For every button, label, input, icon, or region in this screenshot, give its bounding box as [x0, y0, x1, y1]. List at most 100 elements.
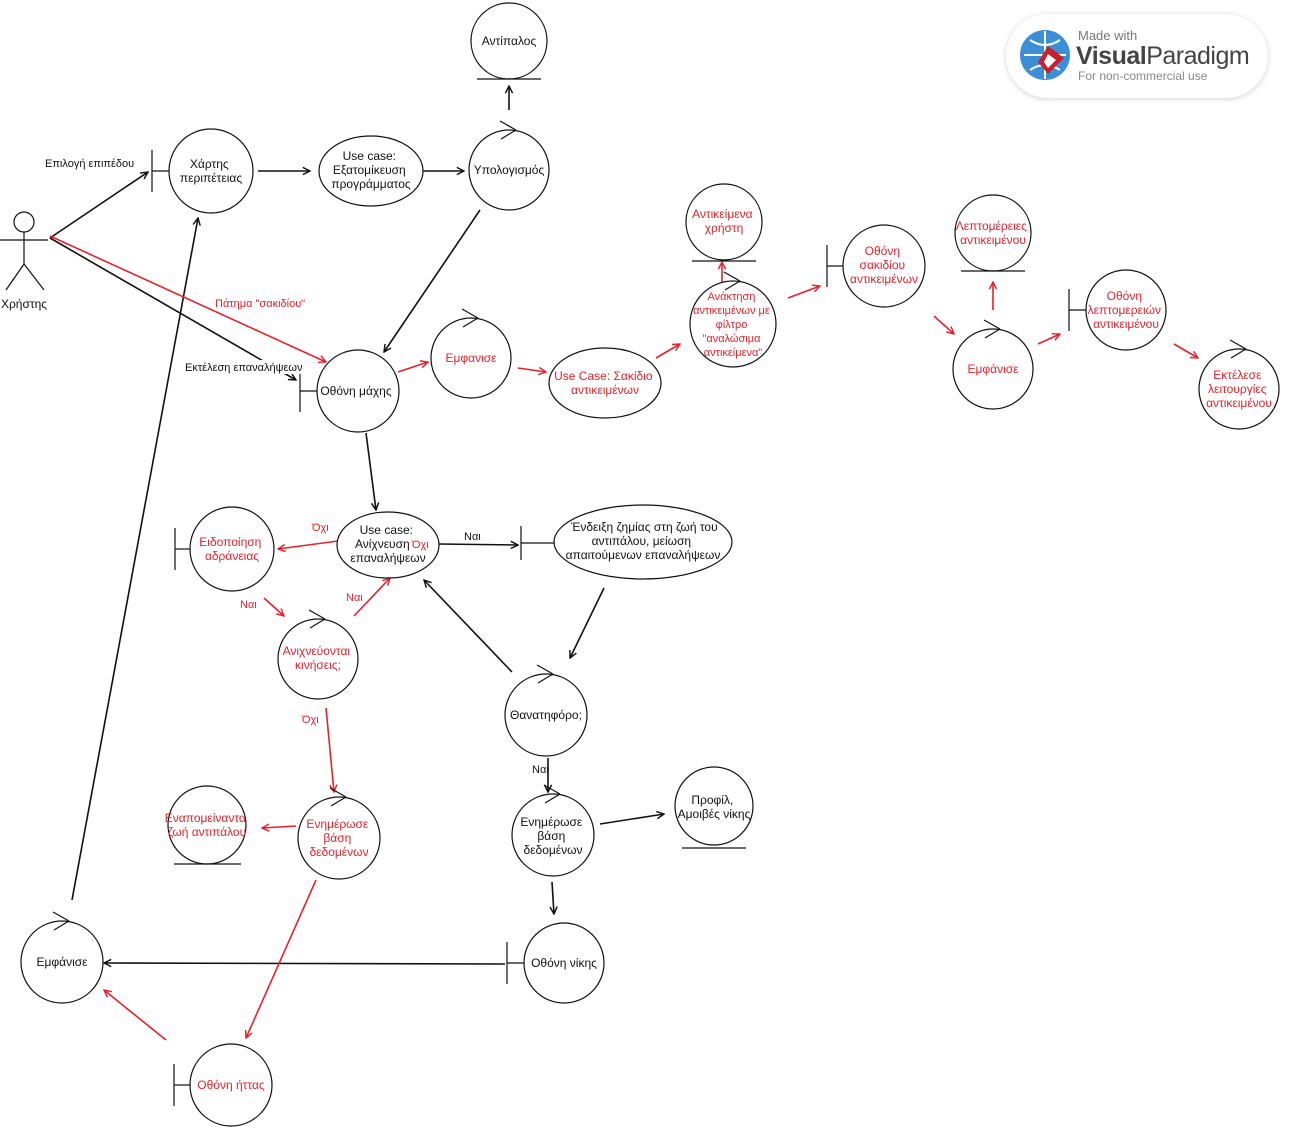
actor-head-icon — [13, 211, 35, 233]
label-profil: Προφίλ, Αμοιβές νίκης — [678, 793, 751, 821]
label-emfanise-left: Εμφάνισε — [36, 955, 88, 969]
label-enimerose-red: Ενημέρωσε βάση δεδομένων — [306, 817, 371, 859]
edge-emfanise-othonileptomereion — [1037, 334, 1060, 345]
label-othonisakidiou: Οθόνη σακιδίου αντικειμένων — [850, 244, 918, 286]
usecase-sakidio — [548, 347, 662, 419]
edge-ucsakidio-anaktisi — [655, 344, 680, 359]
label-othonimaxis: Οθόνη μάχης — [320, 384, 392, 398]
label-othonileptomereion: Οθόνη λεπτομερειών αντικειμένου — [1088, 289, 1165, 331]
control-emfanise-top — [430, 308, 512, 399]
edge-othonisakidiou-emfanise — [933, 315, 954, 334]
label-ucanixneusi: Use case: Ανίχνευση επαναλήψεων — [350, 523, 425, 565]
edges-red — [49, 235, 1198, 1041]
actor-xristis — [0, 211, 48, 291]
control-enimerose-black — [511, 784, 595, 877]
label-eidopoiisi: Ειδοποίηση αδράνειας — [199, 535, 264, 563]
edge-othonileptomereion-ektelese — [1173, 343, 1198, 358]
edge-enimerose-nikis — [552, 881, 554, 914]
badge-brand: VisualParadigm — [1076, 42, 1250, 70]
edge-label-nai-1: Ναι — [464, 531, 481, 543]
edge-enimerose-ittas — [246, 879, 317, 1038]
edge-anixneuontai-enimerose — [325, 707, 334, 792]
label-anaktisi: Ανάκτηση αντικειμένων με φίλτρο "αναλώσι… — [693, 291, 773, 359]
label-othoniittas: Οθόνη ήττας — [197, 1078, 265, 1092]
edge-label-ektelesi: Εκτέλεση επαναλήψεων — [185, 362, 303, 374]
edge-nikis-emfanise — [104, 963, 506, 964]
edge-label-oxi-3: Όχι — [301, 714, 319, 726]
actor-label: Χρήστης — [1, 297, 47, 311]
edge-emfanise-xartis — [71, 218, 198, 901]
visual-paradigm-badge: Made with VisualParadigm For non-commerc… — [1006, 14, 1268, 98]
edges-black — [49, 86, 664, 964]
usecase-anixneusi — [336, 511, 440, 579]
edge-anixneusi-eidopoiisi — [278, 540, 339, 549]
edge-label-nai-4: Ναι — [532, 764, 549, 776]
label-enimerose-black: Ενημέρωσε βάση δεδομένων — [520, 815, 585, 857]
edge-enimerose-enapomeinanta — [262, 826, 297, 828]
edge-label-nai-3: Ναι — [346, 592, 363, 604]
control-anixneuontai — [277, 609, 359, 700]
badge-usage: For non-commercial use — [1078, 69, 1208, 83]
label-ypologismos: Υπολογισμός — [474, 163, 545, 177]
edge-maxis-emfanise — [397, 362, 428, 373]
edge-emfanise-ucsakidio — [517, 368, 546, 372]
boundary-othoninikis — [506, 922, 605, 1004]
entity-antipalos — [470, 2, 548, 80]
label-thanatiforo: Θανατηφόρο; — [510, 708, 582, 722]
edge-label-epilogi: Επιλογή επιπέδου — [45, 158, 134, 170]
entity-antikeimena — [685, 183, 763, 262]
edge-actor-maxis — [49, 237, 296, 380]
label-emfanise-top: Εμφανισε — [445, 351, 497, 365]
control-emfanise-left — [20, 911, 104, 1004]
label-xartis: Χάρτης περιπέτειας — [180, 157, 242, 185]
label-uccustom: Use case: Εξατομίκευση προγράμματος — [331, 149, 411, 191]
edge-maxis-anixneusi — [365, 432, 376, 510]
control-enimerose-red — [297, 787, 381, 880]
boundary-othonisakidiou — [826, 224, 926, 308]
edge-label-patima: Πάτημα "σακιδίου" — [215, 298, 305, 310]
edge-thanatiforo-anixneusi — [424, 580, 513, 673]
control-thanatiforo — [504, 664, 588, 757]
boundary-xartis — [151, 128, 254, 214]
label-enapomeinanta: Εναπομείναντα ζωή αντιπάλου — [165, 811, 249, 839]
label-ucsakidio: Use Case: Σακίδιο αντικειμένων — [554, 369, 656, 397]
entity-profil — [674, 766, 754, 849]
label-leptomereies: Λεπτομέρειες αντικειμένου — [956, 219, 1030, 247]
label-anixneuontai: Ανιχνεύονται κινήσεις; — [283, 644, 354, 672]
visual-paradigm-logo-icon — [1020, 30, 1070, 80]
edge-endeixi-thanatiforo — [570, 587, 605, 658]
entity-enapomeinanta — [167, 785, 247, 865]
boundary-endeixi — [520, 504, 733, 580]
entity-leptomereies — [954, 194, 1032, 272]
control-ektelese — [1198, 339, 1280, 430]
boundary-eidopoiisi — [174, 506, 275, 592]
edge-actor-maxis-red — [49, 235, 326, 362]
edge-ittas-emfanise — [104, 990, 167, 1041]
badge-made-with: Made with — [1078, 28, 1138, 43]
usecase-custom — [318, 135, 424, 207]
label-endeixi: Ένδειξη ζημίας στη ζωή του αντιπάλου, με… — [566, 520, 721, 562]
label-emfanise-right: Εμφάνισε — [967, 362, 1019, 376]
edge-ypologismos-maxis — [384, 209, 481, 352]
edge-label-oxi-2: Όχι — [411, 539, 429, 551]
control-ypologismos — [468, 120, 550, 211]
control-anaktisi — [689, 271, 777, 368]
edge-eidopoiisi-anixneuontai — [263, 597, 284, 616]
label-othoninikis: Οθόνη νίκης — [531, 956, 597, 970]
control-emfanise-right — [952, 319, 1034, 410]
edge-label-nai-2: Ναι — [240, 599, 257, 611]
edge-anaktisi-othonisakidiou — [787, 286, 820, 299]
edge-anixneusi-endeixi — [438, 544, 518, 545]
label-antipalos: Αντίπαλος — [482, 34, 537, 48]
label-antikeimena: Αντικείμενα χρήστη — [692, 207, 756, 235]
edge-labels: Επιλογή επιπέδου Πάτημα "σακιδίου" Εκτέλ… — [44, 156, 549, 776]
edge-anixneuontai-anixneusi — [353, 578, 390, 617]
boundary-othoniittas — [173, 1043, 273, 1127]
edge-label-oxi-1: Όχι — [311, 522, 329, 534]
boundary-othonileptomereion — [1068, 269, 1167, 351]
label-ektelese: Εκτέλεσε λειτουργίες αντικειμένου — [1206, 368, 1272, 410]
boundary-maxis — [299, 349, 400, 433]
edge-actor-xartis — [49, 172, 148, 239]
edge-enimerose-profil — [599, 814, 664, 825]
